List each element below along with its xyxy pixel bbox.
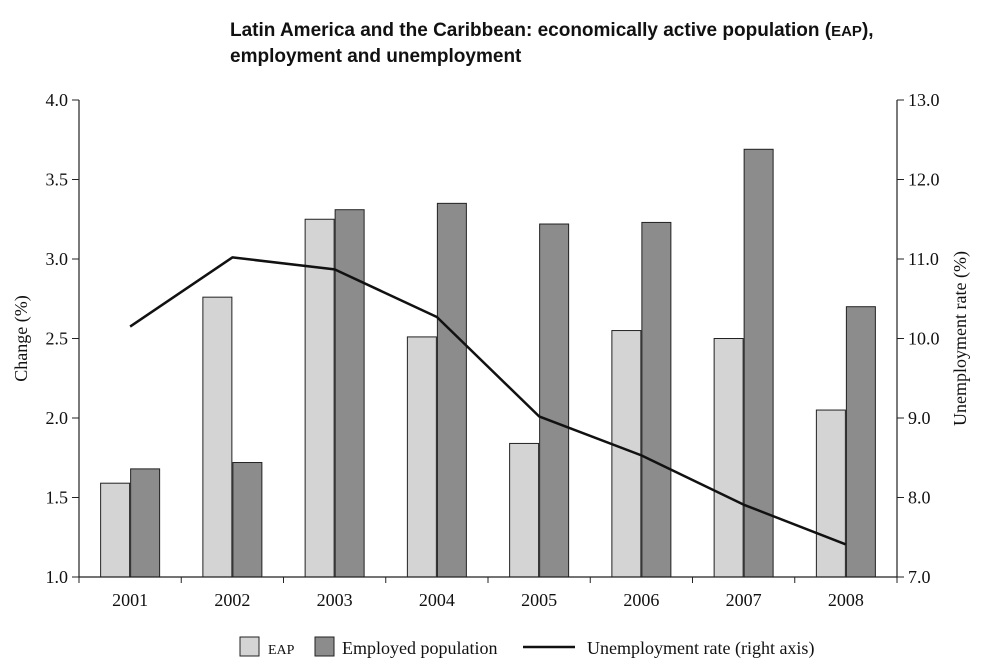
bar-employed-population-2007 [743, 148, 774, 578]
bar-employed-population-2005 [539, 223, 570, 578]
legend-swatch-eap [239, 636, 260, 657]
bars-layer [100, 148, 876, 578]
chart-title: Latin America and the Caribbean: economi… [230, 20, 874, 67]
y-tick-label: 1.0 [46, 567, 69, 587]
bar-eap-2004 [406, 336, 437, 578]
x-tick-label: 2008 [828, 590, 864, 610]
bar-employed-population-2008 [845, 306, 876, 578]
x-tick-label: 2004 [419, 590, 455, 610]
y-tick-label: 3.5 [46, 170, 69, 190]
bar-eap-2001 [100, 482, 131, 578]
bar-eap-2005 [509, 442, 540, 578]
bar-employed-population-2001 [130, 468, 161, 578]
y2-tick-label: 12.0 [908, 170, 940, 190]
legend-label-employed: Employed population [342, 638, 497, 658]
bar-eap-2002 [202, 296, 233, 578]
bar-employed-population-2003 [334, 209, 365, 578]
y2-tick-label: 13.0 [908, 90, 940, 110]
y2-tick-label: 10.0 [908, 329, 940, 349]
y-axis-label: Change (%) [11, 295, 32, 381]
unemployment-rate-line [129, 256, 847, 546]
y-tick-label: 2.5 [46, 329, 69, 349]
x-tick-label: 2002 [214, 590, 250, 610]
legend-label-eap: EAP [268, 643, 295, 658]
bar-employed-population-2004 [436, 202, 467, 578]
line-layer [129, 256, 847, 546]
y2-tick-label: 9.0 [908, 408, 931, 428]
bar-eap-2003 [304, 218, 335, 578]
y-tick-label: 3.0 [46, 249, 69, 269]
legend-swatch-employed [314, 636, 335, 657]
legend-label-unemployment: Unemployment rate (right axis) [587, 638, 814, 659]
bar-eap-2008 [815, 409, 846, 578]
y2-tick-label: 8.0 [908, 488, 931, 508]
axes-layer: 1.0 1.5 2.0 2.5 3.0 3.5 4.0 7.0 8.0 9.0 10.0 11.0 12… [11, 90, 971, 610]
x-tick-label: 2003 [317, 590, 353, 610]
x-tick-label: 2006 [623, 590, 659, 610]
x-tick-label: 2001 [112, 590, 148, 610]
bar-employed-population-2002 [232, 462, 263, 578]
y2-tick-label: 11.0 [908, 249, 939, 269]
legend: EAP Employed population Unemployment rate … [239, 636, 814, 659]
y2-axis-label: Unemployment rate (%) [950, 251, 971, 426]
y2-tick-label: 7.0 [908, 567, 931, 587]
x-tick-label: 2007 [726, 590, 762, 610]
y-tick-label: 4.0 [46, 90, 69, 110]
y-tick-label: 2.0 [46, 408, 69, 428]
y-tick-label: 1.5 [46, 488, 69, 508]
bar-employed-population-2006 [641, 221, 672, 578]
x-tick-label: 2005 [521, 590, 557, 610]
bar-eap-2007 [713, 338, 744, 578]
